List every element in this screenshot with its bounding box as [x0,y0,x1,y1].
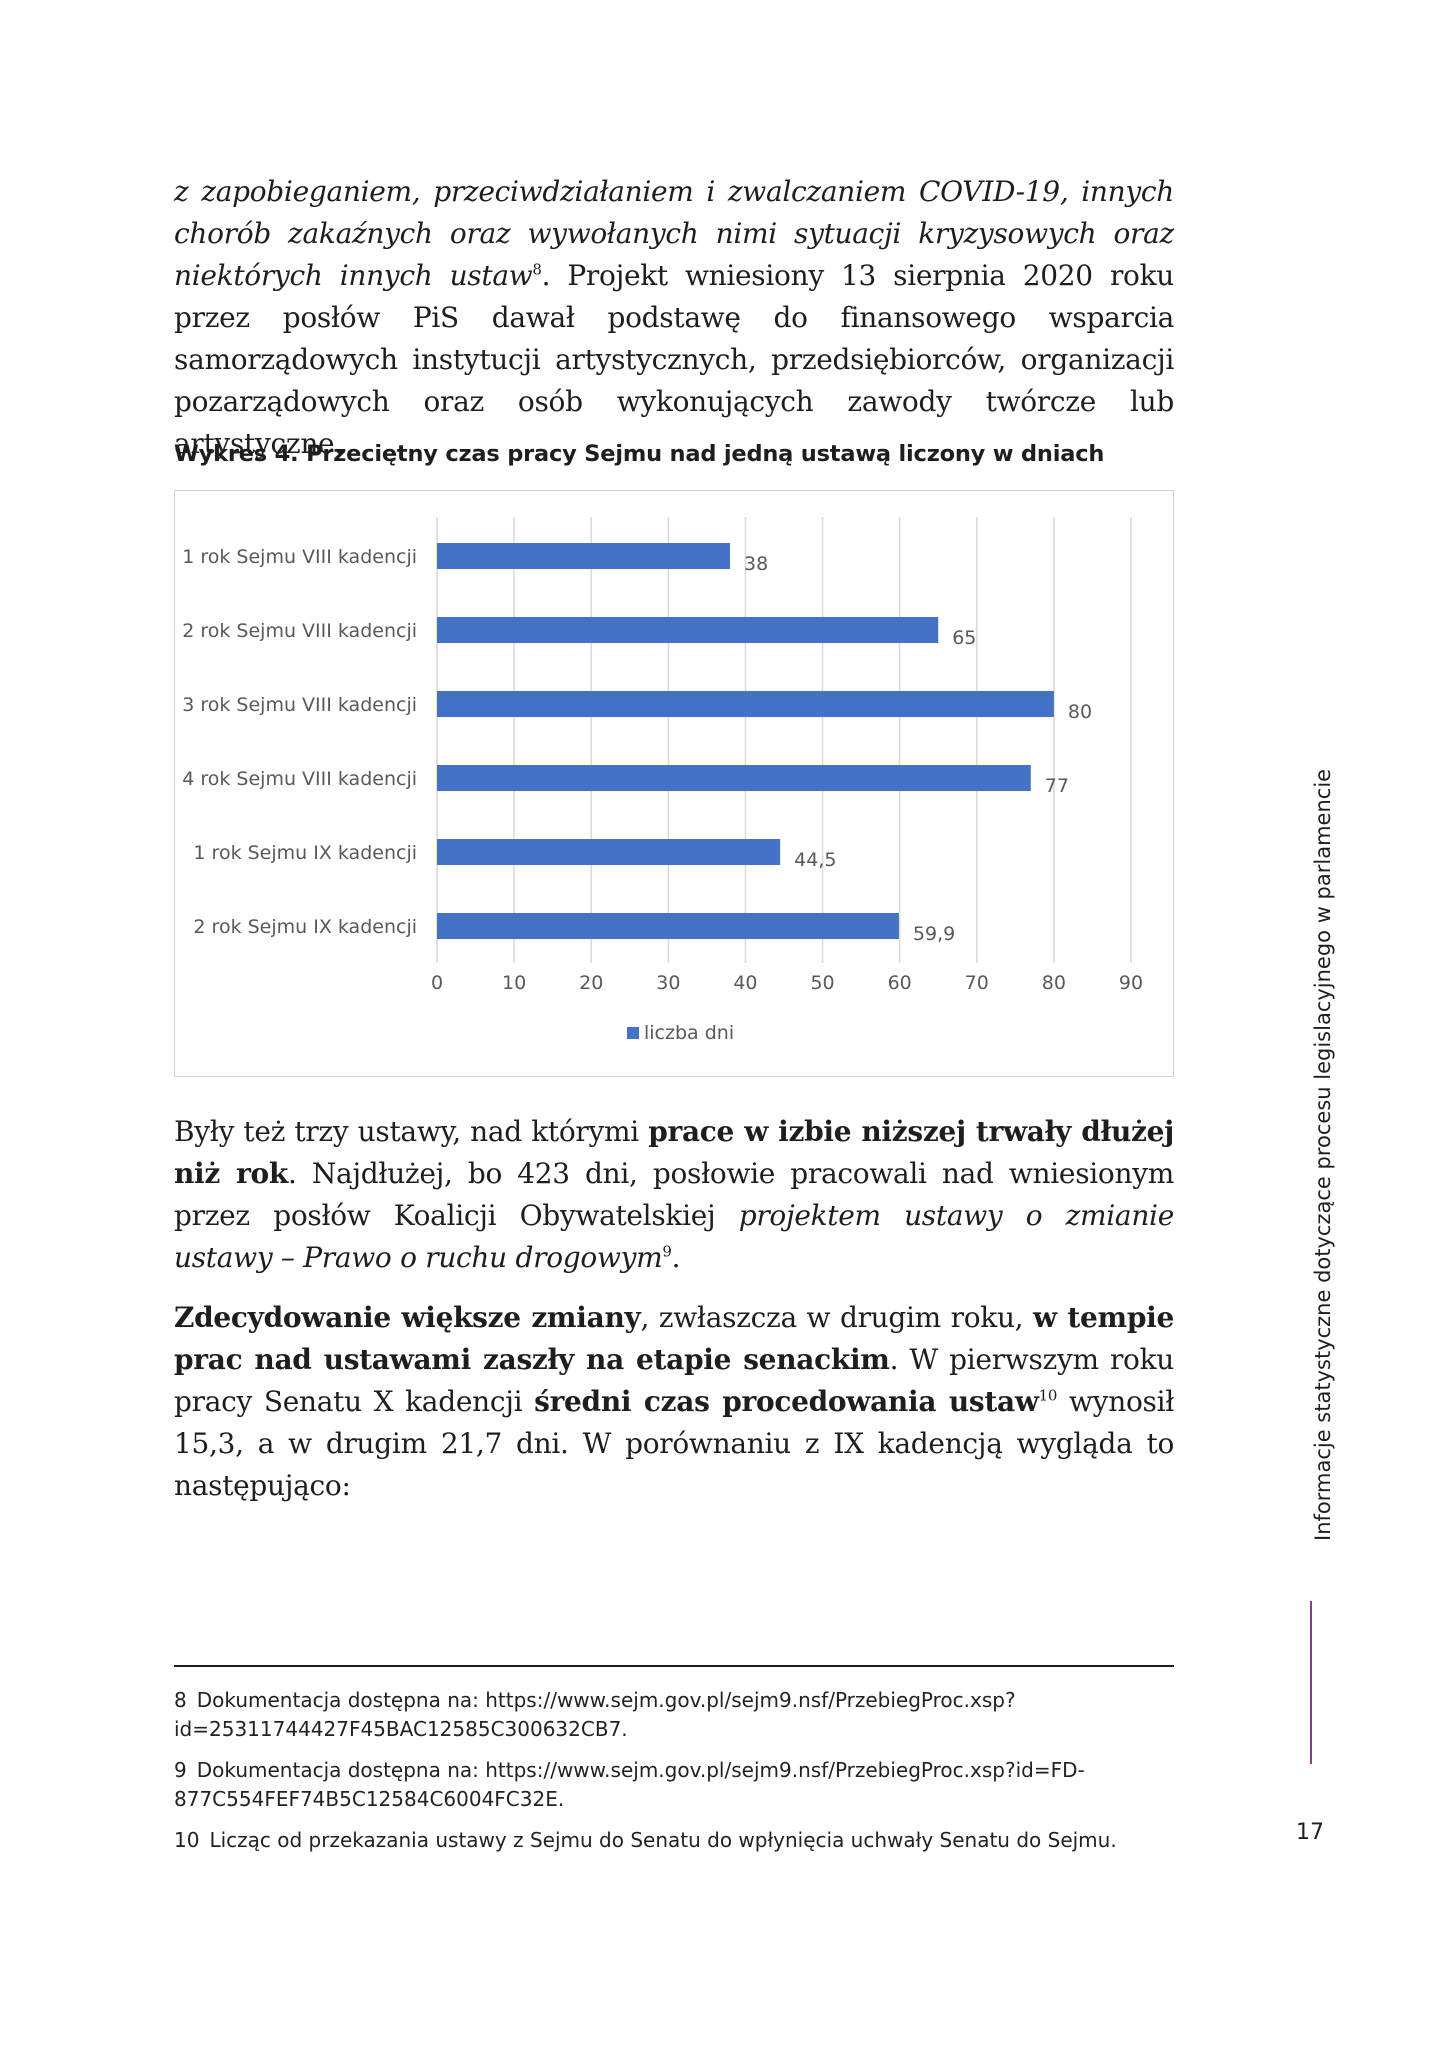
x-tick-label: 50 [810,972,834,994]
footnote-divider [174,1665,1174,1667]
category-label: 1 rok Sejmu IX kadencji [193,842,417,864]
side-accent-rule [1310,1601,1312,1764]
x-tick-label: 30 [656,972,680,994]
footnote-10: 10 Licząc od przekazania ustawy z Sejmu d… [174,1826,1174,1855]
bar [437,617,939,643]
paragraph-text: . W pierwszym roku pracy Senatu X kadenc… [174,1343,1174,1418]
legend-swatch [627,1027,639,1039]
x-tick-label: 70 [965,972,989,994]
x-tick-label: 90 [1119,972,1143,994]
bar-chart: 0 10 20 30 40 50 60 70 80 90 1 rok Sejmu VIII kade… [182,517,1143,1044]
bold-phrase: prace w izbie niższej trwały dłużej niż … [174,1115,1174,1190]
bold-phrase: w tempie prac nad ustawami zaszły na eta… [174,1301,1174,1376]
bar [437,691,1054,717]
x-tick-label: 20 [579,972,603,994]
x-tick-label: 10 [502,972,526,994]
bold-phrase: Zdecydowanie większe zmiany [174,1301,641,1334]
data-label: 38 [744,553,768,575]
paragraph-long-laws: Były też trzy ustawy, nad którymi prace … [174,1111,1174,1279]
footnote-ref-10[interactable]: 10 [1038,1386,1058,1405]
category-label: 3 rok Sejmu VIII kadencji [182,694,417,716]
footnote-number: 10 [174,1828,200,1852]
data-label: 44,5 [794,849,836,871]
footnote-number: 9 [174,1758,187,1782]
data-label: 59,9 [913,923,955,945]
bar [437,765,1031,791]
footnote-number: 8 [174,1688,187,1712]
running-side-title: Informacje statystyczne dotyczące proces… [1311,768,1335,1541]
footnote-ref-8[interactable]: 8 [532,260,542,279]
footnote-9: 9 Dokumentacja dostępna na: https://www.s… [174,1756,1174,1814]
x-tick-label: 60 [888,972,912,994]
footnote-8: 8 Dokumentacja dostępna na: https://www.s… [174,1686,1174,1744]
paragraph-text: . Najdłużej, bo 423 dni, posłowie pracow… [174,1157,1174,1232]
bar [437,913,899,939]
paragraph-intro: z zapobieganiem, przeciwdziałaniem i zwa… [174,171,1174,465]
bar [437,839,781,865]
paragraph-text: , zwłaszcza w drugim roku, [640,1301,1034,1334]
chart-frame: 0 10 20 30 40 50 60 70 80 90 1 rok Sejmu VIII kade… [174,490,1174,1077]
bold-phrase: średni czas procedowania ustaw [534,1385,1039,1418]
category-label: 2 rok Sejmu VIII kadencji [182,620,417,642]
footnote-text[interactable]: Dokumentacja dostępna na: https://www.se… [174,1688,1016,1741]
data-label: 65 [952,627,976,649]
footnote-text: Licząc od przekazania ustawy z Sejmu do … [209,1828,1117,1852]
bar [437,543,731,569]
category-label: 1 rok Sejmu VIII kadencji [182,546,417,568]
data-label: 77 [1045,775,1069,797]
footnote-text[interactable]: Dokumentacja dostępna na: https://www.se… [174,1758,1085,1811]
paragraph-text: . Projekt wniesiony 13 sierpnia 2020 rok… [174,259,1174,460]
x-tick-label: 40 [733,972,757,994]
paragraph-text: Były też trzy ustawy, nad którymi [174,1115,649,1148]
category-label: 4 rok Sejmu VIII kadencji [182,768,417,790]
chart-caption: Wykres 4. Przeciętny czas pracy Sejmu na… [174,441,1105,467]
x-tick-label: 0 [431,972,443,994]
data-label: 80 [1068,701,1092,723]
italic-law-title: z zapobieganiem, przeciwdziałaniem i zwa… [174,175,1174,292]
italic-law-title: projektem ustawy o zmianie ustawy – Praw… [174,1199,1174,1274]
legend-label: liczba dni [644,1022,734,1044]
x-tick-label: 80 [1042,972,1066,994]
category-label: 2 rok Sejmu IX kadencji [193,916,417,938]
page-number: 17 [1296,1820,1324,1845]
footnote-ref-9[interactable]: 9 [662,1242,672,1261]
paragraph-text: . [671,1241,681,1274]
paragraph-senate: Zdecydowanie większe zmiany, zwłaszcza w… [174,1297,1174,1507]
paragraph-text: wynosił 15,3, a w drugim 21,7 dni. W por… [174,1385,1174,1502]
